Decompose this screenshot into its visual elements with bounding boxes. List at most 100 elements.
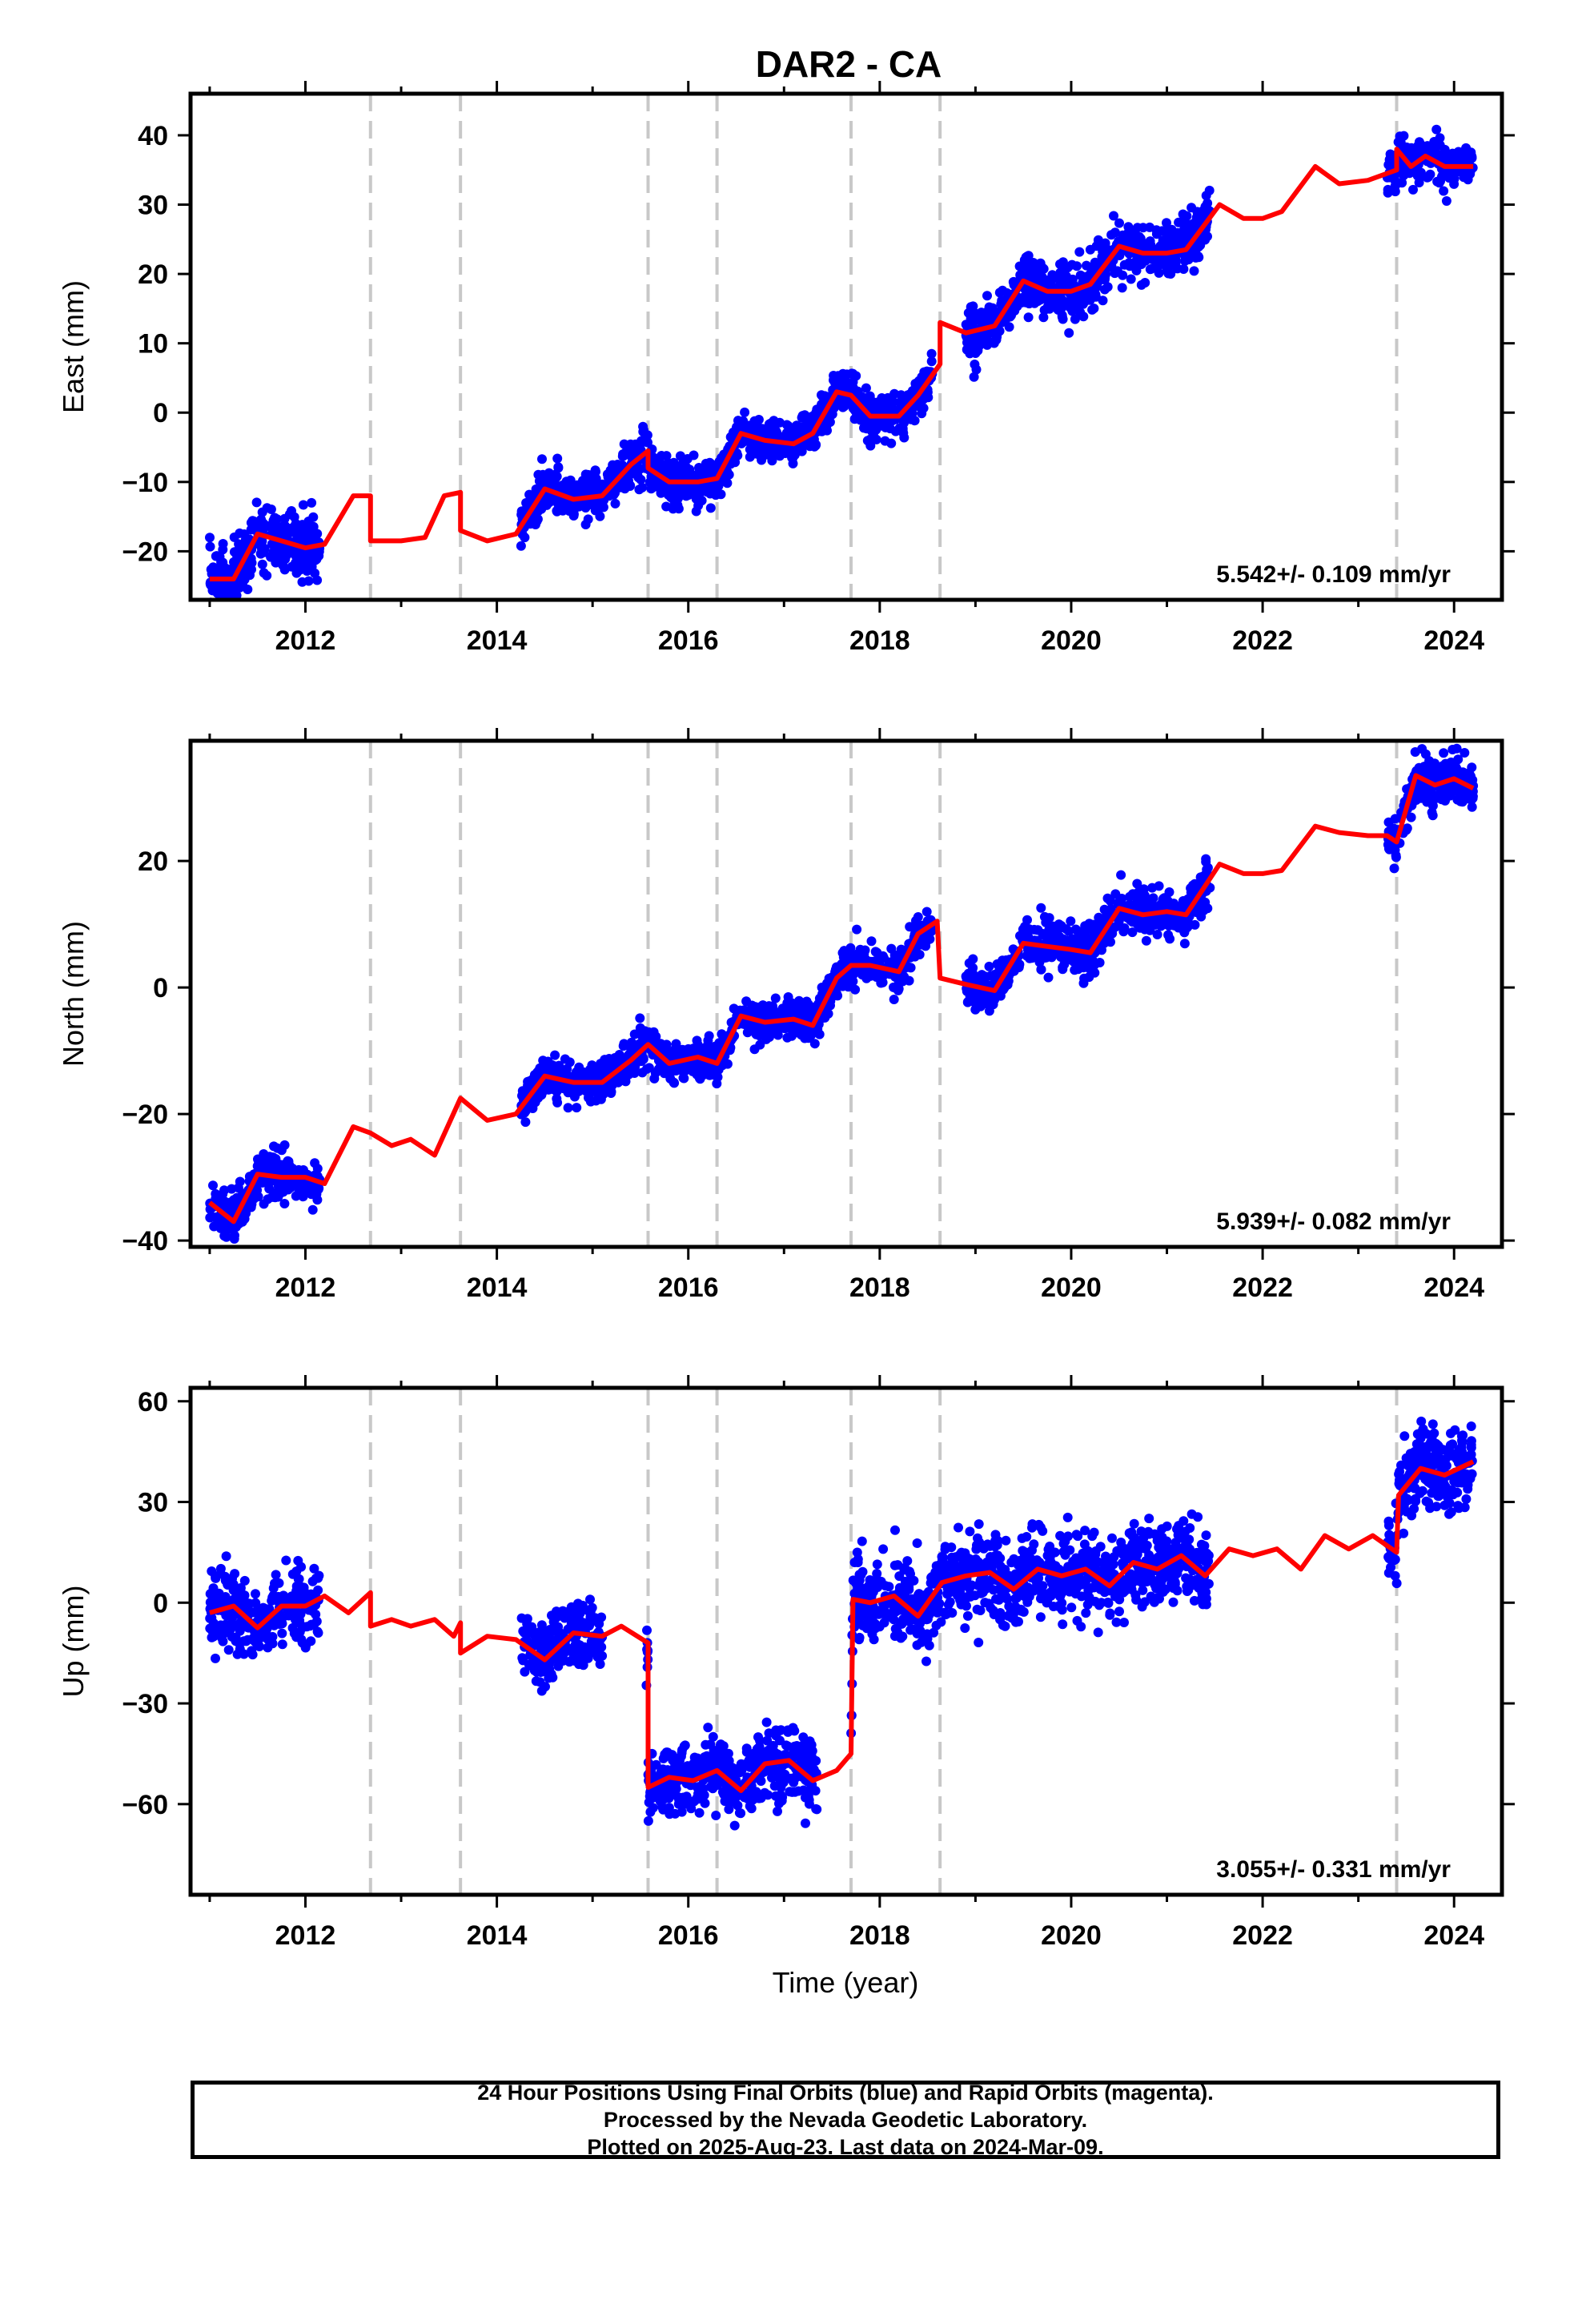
data-point xyxy=(744,1023,754,1034)
data-point xyxy=(858,967,869,978)
data-point xyxy=(907,408,917,419)
data-point xyxy=(1466,147,1476,158)
data-point xyxy=(572,1103,582,1113)
data-point xyxy=(1428,762,1439,773)
data-point xyxy=(1467,802,1477,812)
x-tick-label: 2016 xyxy=(658,625,719,656)
data-point xyxy=(530,1097,540,1108)
data-point xyxy=(770,993,781,1003)
data-point xyxy=(1106,230,1117,240)
data-point xyxy=(1058,964,1068,975)
data-point xyxy=(207,1566,217,1576)
x-tick-label: 2020 xyxy=(1041,625,1102,656)
data-point xyxy=(673,1045,682,1055)
data-point xyxy=(745,1007,755,1017)
data-point xyxy=(786,1031,797,1041)
data-point xyxy=(219,1185,229,1196)
data-point xyxy=(1074,247,1085,257)
data-point xyxy=(740,407,750,417)
data-point xyxy=(1136,279,1146,290)
model-fit-line xyxy=(208,773,1475,1224)
data-point xyxy=(516,541,526,551)
data-point xyxy=(781,1021,792,1031)
velocity-rate-label: 5.939+/- 0.082 mm/yr xyxy=(1216,1208,1451,1235)
data-point xyxy=(1021,252,1031,263)
data-point xyxy=(298,500,308,510)
y-axis-label: North (mm) xyxy=(57,921,90,1067)
data-point xyxy=(1162,232,1172,243)
data-point xyxy=(984,1006,994,1016)
data-point xyxy=(269,1141,279,1152)
data-point xyxy=(669,1078,680,1088)
data-point xyxy=(961,971,971,982)
data-point xyxy=(1151,225,1162,235)
data-point xyxy=(281,1555,291,1566)
data-point xyxy=(205,541,215,552)
data-point xyxy=(635,1023,645,1033)
data-point xyxy=(982,291,992,301)
data-point xyxy=(1117,235,1127,245)
data-point xyxy=(1435,133,1445,143)
data-point xyxy=(693,1044,704,1054)
data-point xyxy=(1190,919,1200,930)
data-point xyxy=(691,506,701,517)
data-point xyxy=(1464,774,1474,785)
data-point xyxy=(307,533,318,542)
data-point xyxy=(1027,953,1037,963)
data-point xyxy=(968,963,978,973)
data-point xyxy=(976,315,986,325)
data-point xyxy=(918,939,929,950)
data-point xyxy=(235,528,245,538)
data-point xyxy=(1023,312,1034,323)
data-point xyxy=(307,1576,318,1586)
data-point xyxy=(1439,186,1449,196)
data-point xyxy=(967,320,978,331)
data-point xyxy=(633,464,644,475)
data-point xyxy=(291,568,302,578)
data-point xyxy=(651,1031,661,1042)
data-point xyxy=(251,497,262,508)
data-point xyxy=(588,469,598,480)
y-tick-label: 0 xyxy=(153,398,168,428)
data-point xyxy=(270,1192,280,1203)
data-point xyxy=(1410,747,1420,757)
data-point xyxy=(1450,167,1460,176)
data-point xyxy=(1154,913,1165,923)
data-point xyxy=(1126,274,1136,284)
data-point xyxy=(565,475,576,485)
data-point xyxy=(837,368,848,379)
data-point xyxy=(1389,863,1399,874)
data-point xyxy=(1428,147,1439,158)
data-point xyxy=(258,1177,268,1188)
data-point xyxy=(1189,266,1199,276)
data-point xyxy=(717,1060,728,1071)
data-point xyxy=(1164,921,1174,931)
data-point xyxy=(1447,745,1458,754)
data-point xyxy=(865,434,876,444)
data-point xyxy=(999,983,1010,992)
data-point xyxy=(1188,219,1199,229)
data-point xyxy=(1118,927,1129,937)
data-point xyxy=(650,1068,661,1078)
data-point xyxy=(208,1180,218,1191)
data-point xyxy=(829,371,839,380)
data-point xyxy=(610,498,620,509)
x-tick-label: 2014 xyxy=(467,625,528,656)
data-point xyxy=(612,1054,623,1064)
y-tick-label: 0 xyxy=(153,973,168,1003)
data-point xyxy=(866,936,877,947)
data-point xyxy=(635,1013,645,1023)
data-point xyxy=(782,1000,793,1011)
data-point xyxy=(550,1050,560,1060)
data-point xyxy=(517,1091,527,1101)
data-point xyxy=(619,439,629,449)
data-point xyxy=(1155,241,1166,251)
data-point xyxy=(1018,924,1028,935)
data-point xyxy=(1401,825,1411,835)
data-point xyxy=(909,951,920,962)
data-point xyxy=(267,539,277,549)
data-point xyxy=(1449,179,1460,189)
data-point xyxy=(1079,271,1090,282)
data-point xyxy=(299,530,309,540)
data-point xyxy=(568,1089,579,1100)
